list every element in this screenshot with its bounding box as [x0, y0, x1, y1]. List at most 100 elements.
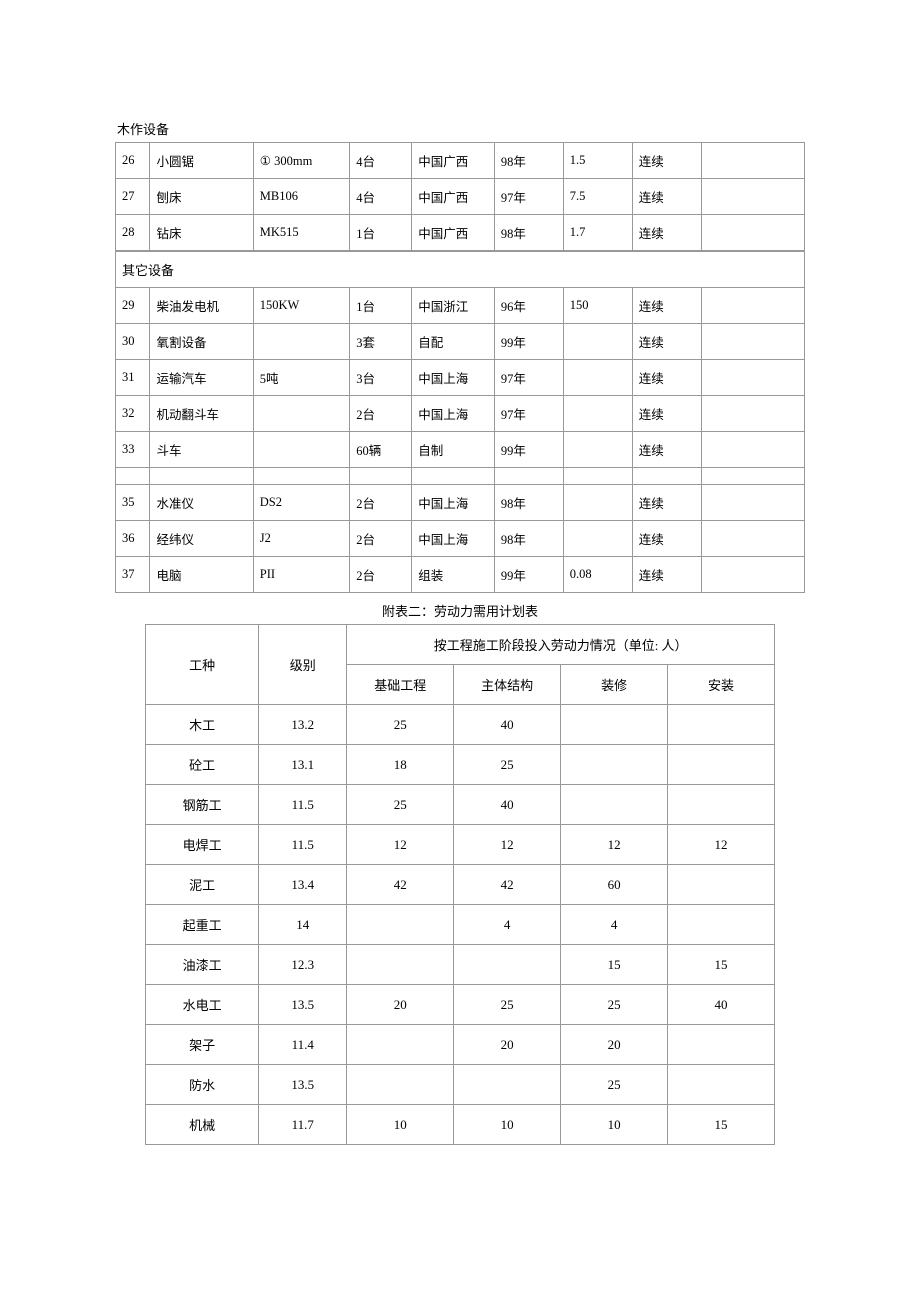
- labor-cell-p4: [668, 705, 775, 745]
- equipment-cell-origin: [412, 468, 495, 485]
- equipment-cell-year: 97年: [494, 179, 563, 215]
- equipment-cell-power: [563, 468, 632, 485]
- equipment-cell-no: 32: [116, 396, 150, 432]
- equipment-row: 33斗车60辆自制99年连续: [116, 432, 805, 468]
- equipment-cell-no: 36: [116, 521, 150, 557]
- equipment-cell-note: [701, 396, 804, 432]
- equipment-cell-origin: 中国广西: [412, 143, 495, 179]
- equipment-row: 29柴油发电机150KW1台中国浙江96年150连续: [116, 288, 805, 324]
- equipment-cell-model: J2: [253, 521, 349, 557]
- equipment-cell-name: 氧割设备: [150, 324, 253, 360]
- equipment-cell-power: 0.08: [563, 557, 632, 593]
- labor-cell-p3: [561, 785, 668, 825]
- equipment-row: 35水准仪DS22台中国上海98年连续: [116, 485, 805, 521]
- labor-cell-trade: 木工: [146, 705, 259, 745]
- equipment-cell-note: [701, 468, 804, 485]
- equipment-cell-mode: 连续: [632, 324, 701, 360]
- equipment-section-row: 其它设备: [116, 252, 805, 288]
- equipment-section-title: 木作设备: [117, 119, 805, 138]
- equipment-cell-mode: 连续: [632, 143, 701, 179]
- labor-cell-p4: [668, 905, 775, 945]
- equipment-row: 26小圆锯① 300mm4台中国广西98年1.5连续: [116, 143, 805, 179]
- equipment-cell-note: [701, 324, 804, 360]
- equipment-cell-origin: 中国上海: [412, 360, 495, 396]
- equipment-cell-qty: 2台: [350, 521, 412, 557]
- equipment-cell-no: 27: [116, 179, 150, 215]
- equipment-cell-power: [563, 360, 632, 396]
- equipment-cell-name: 机动翻斗车: [150, 396, 253, 432]
- equipment-cell-qty: 4台: [350, 179, 412, 215]
- labor-cell-p2: 42: [454, 865, 561, 905]
- equipment-cell-model: [253, 324, 349, 360]
- labor-cell-p4: [668, 1065, 775, 1105]
- labor-header-phase2: 主体结构: [454, 665, 561, 705]
- equipment-cell-origin: 组装: [412, 557, 495, 593]
- equipment-cell-qty: 3套: [350, 324, 412, 360]
- labor-cell-p2: 40: [454, 785, 561, 825]
- labor-row: 防水13.525: [146, 1065, 775, 1105]
- equipment-cell-qty: 2台: [350, 557, 412, 593]
- labor-cell-trade: 起重工: [146, 905, 259, 945]
- labor-cell-level: 13.5: [259, 1065, 347, 1105]
- equipment-cell-note: [701, 179, 804, 215]
- equipment-row: 30氧割设备3套自配99年连续: [116, 324, 805, 360]
- equipment-cell-origin: 中国浙江: [412, 288, 495, 324]
- equipment-cell-year: 99年: [494, 324, 563, 360]
- equipment-cell-note: [701, 557, 804, 593]
- equipment-cell-origin: 中国广西: [412, 215, 495, 251]
- equipment-cell-name: 斗车: [150, 432, 253, 468]
- equipment-cell-power: [563, 432, 632, 468]
- equipment-cell-no: 31: [116, 360, 150, 396]
- labor-cell-p3: [561, 705, 668, 745]
- labor-header-phase3: 装修: [561, 665, 668, 705]
- labor-cell-p3: 20: [561, 1025, 668, 1065]
- labor-cell-trade: 水电工: [146, 985, 259, 1025]
- equipment-cell-name: 水准仪: [150, 485, 253, 521]
- equipment-cell-qty: 2台: [350, 485, 412, 521]
- equipment-cell-year: 98年: [494, 485, 563, 521]
- equipment-cell-mode: 连续: [632, 557, 701, 593]
- equipment-cell-power: 7.5: [563, 179, 632, 215]
- labor-cell-trade: 电焊工: [146, 825, 259, 865]
- labor-cell-p3: [561, 745, 668, 785]
- equipment-cell-power: [563, 324, 632, 360]
- equipment-cell-year: 99年: [494, 432, 563, 468]
- labor-cell-p1: [347, 1025, 454, 1065]
- equipment-row: 27刨床MB1064台中国广西97年7.5连续: [116, 179, 805, 215]
- labor-table: 工种 级别 按工程施工阶段投入劳动力情况（单位: 人） 基础工程 主体结构 装修…: [145, 624, 775, 1145]
- labor-cell-level: 13.4: [259, 865, 347, 905]
- labor-cell-p3: 12: [561, 825, 668, 865]
- labor-cell-p3: 15: [561, 945, 668, 985]
- equipment-cell-no: 29: [116, 288, 150, 324]
- labor-cell-level: 13.1: [259, 745, 347, 785]
- equipment-cell-mode: 连续: [632, 432, 701, 468]
- equipment-cell-qty: 4台: [350, 143, 412, 179]
- equipment-table: 其它设备29柴油发电机150KW1台中国浙江96年150连续30氧割设备3套自配…: [115, 251, 805, 593]
- equipment-cell-note: [701, 360, 804, 396]
- equipment-table: 26小圆锯① 300mm4台中国广西98年1.5连续27刨床MB1064台中国广…: [115, 142, 805, 251]
- labor-cell-p4: [668, 1025, 775, 1065]
- equipment-cell-model: 5吨: [253, 360, 349, 396]
- labor-cell-p2: 20: [454, 1025, 561, 1065]
- equipment-cell-name: 经纬仪: [150, 521, 253, 557]
- labor-cell-level: 13.2: [259, 705, 347, 745]
- equipment-cell-power: 1.5: [563, 143, 632, 179]
- equipment-cell-power: [563, 521, 632, 557]
- labor-cell-p2: [454, 945, 561, 985]
- equipment-cell-year: 98年: [494, 143, 563, 179]
- equipment-cell-mode: 连续: [632, 485, 701, 521]
- equipment-cell-no: 33: [116, 432, 150, 468]
- equipment-row: 36经纬仪J22台中国上海98年连续: [116, 521, 805, 557]
- equipment-cell-note: [701, 288, 804, 324]
- labor-cell-p1: [347, 905, 454, 945]
- labor-row: 钢筋工11.52540: [146, 785, 775, 825]
- equipment-row: 37电脑PII2台组装99年0.08连续: [116, 557, 805, 593]
- equipment-cell-qty: 1台: [350, 215, 412, 251]
- equipment-cell-origin: 自配: [412, 324, 495, 360]
- labor-cell-p4: 15: [668, 945, 775, 985]
- equipment-cell-model: MK515: [253, 215, 349, 251]
- equipment-cell-year: 98年: [494, 215, 563, 251]
- labor-cell-p1: [347, 945, 454, 985]
- labor-cell-p3: 60: [561, 865, 668, 905]
- equipment-cell-note: [701, 432, 804, 468]
